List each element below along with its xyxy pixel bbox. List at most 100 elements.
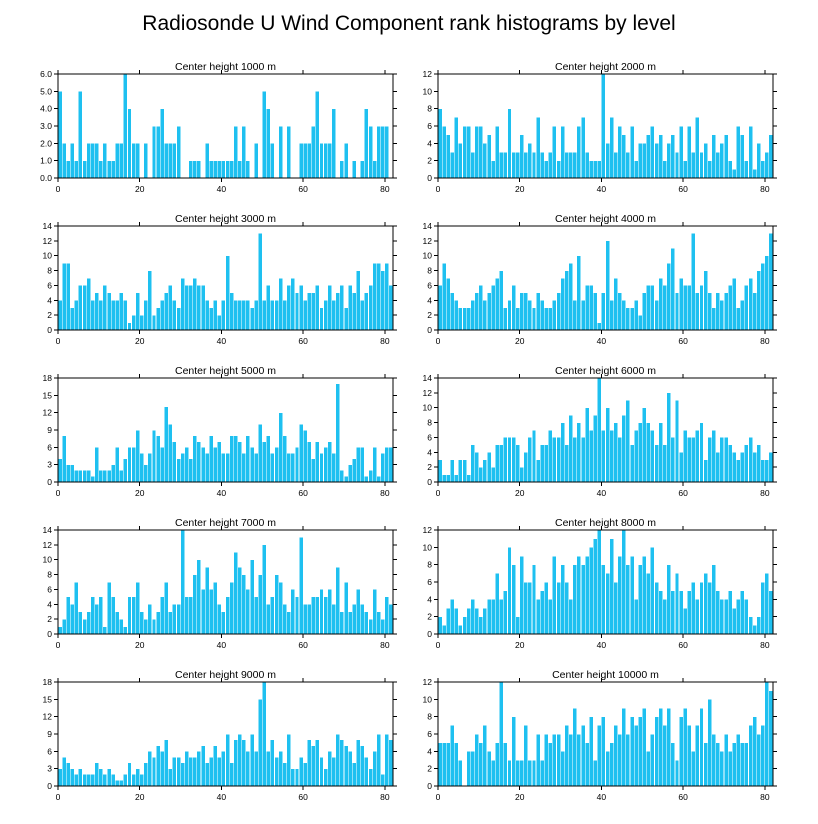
histogram-bar [617, 292, 623, 331]
histogram-bar [241, 299, 247, 331]
panel-title: Center height 10000 m [552, 669, 659, 681]
histogram-bar [172, 299, 177, 331]
histogram-bar [233, 551, 239, 635]
x-tick-label: 0 [436, 640, 441, 650]
histogram-bar [560, 564, 565, 635]
histogram-bar [637, 564, 643, 635]
histogram-bar [57, 91, 63, 179]
histogram-bar [441, 262, 447, 331]
histogram-bar [486, 451, 492, 483]
histogram-bar [470, 151, 476, 179]
histogram-bar [184, 285, 190, 331]
histogram-bar [686, 590, 692, 635]
histogram-bar [445, 277, 451, 331]
histogram-bar [625, 399, 631, 483]
histogram-bar [94, 143, 100, 179]
histogram-bar [225, 160, 230, 179]
histogram-bar [588, 716, 594, 787]
x-tick-label: 0 [436, 184, 441, 194]
histogram-bar [621, 707, 627, 787]
histogram-bar [707, 292, 713, 331]
x-tick-label: 80 [380, 792, 390, 802]
histogram-bar [519, 555, 525, 635]
histogram-bar [355, 589, 361, 635]
y-tick-label: 6.0 [40, 69, 52, 79]
histogram-bar [155, 307, 161, 331]
histogram-bar [245, 589, 251, 635]
y-tick-label: 10 [423, 694, 433, 704]
histogram-bar [282, 435, 288, 483]
histogram-bar [592, 759, 598, 787]
histogram-bar [245, 435, 251, 483]
histogram-bar [695, 292, 700, 331]
histogram-bar [123, 299, 128, 331]
histogram-bar [123, 458, 128, 483]
histogram-bar [466, 751, 471, 787]
y-tick-label: 1.0 [40, 156, 52, 166]
histogram-bar [298, 285, 304, 331]
histogram-bar [188, 160, 194, 179]
x-tick-label: 0 [56, 336, 61, 346]
histogram-bar [151, 429, 157, 483]
histogram-bar [466, 607, 471, 635]
histogram-bar [462, 616, 467, 635]
histogram-bar [494, 125, 500, 179]
histogram-bar [384, 447, 390, 483]
histogram-bar [57, 299, 63, 331]
histogram-bar [556, 160, 561, 179]
y-tick-label: 10 [423, 403, 433, 413]
histogram-bar [94, 762, 100, 787]
histogram-bar [208, 160, 214, 179]
histogram-bar [552, 125, 557, 179]
histogram-bar [74, 470, 79, 483]
histogram-bar [740, 299, 745, 331]
histogram-bar [597, 725, 602, 787]
x-tick-label: 40 [597, 792, 607, 802]
x-tick-label: 0 [56, 640, 61, 650]
histogram-bar [519, 292, 525, 331]
histogram-bar [368, 470, 373, 483]
y-tick-label: 12 [43, 408, 53, 418]
x-tick-label: 40 [597, 488, 607, 498]
histogram-bar [458, 759, 463, 787]
histogram-bar [364, 475, 369, 483]
histogram-bar [331, 299, 337, 331]
histogram-bar [727, 751, 733, 787]
histogram-bar [172, 603, 177, 635]
histogram-bar [78, 91, 83, 179]
histogram-bar [229, 581, 234, 635]
histogram-bar [768, 451, 774, 483]
histogram-bar [225, 733, 230, 787]
histogram-bar [650, 285, 655, 331]
histogram-bar [176, 307, 181, 331]
y-tick-label: 9 [47, 425, 52, 435]
histogram-bar [564, 270, 570, 331]
histogram-bar [278, 581, 283, 635]
histogram-bar [351, 603, 357, 635]
histogram-bar [217, 756, 222, 787]
histogram-bar [237, 733, 243, 787]
histogram-bar [114, 299, 120, 331]
histogram-bar [740, 590, 745, 635]
histogram-bar [609, 117, 614, 179]
histogram-bar [376, 125, 382, 179]
histogram-bar [572, 151, 578, 179]
histogram-bar [65, 160, 71, 179]
histogram-panel: Center height 10000 m 0 2 4 6 8 10 12 0 20 40 60 80 [423, 669, 777, 802]
histogram-bar [548, 307, 553, 331]
histogram-bar [266, 603, 271, 635]
y-tick-label: 4 [47, 295, 52, 305]
y-tick-label: 5.0 [40, 86, 52, 96]
histogram-bar [527, 759, 533, 787]
histogram-bar [490, 759, 496, 787]
histogram-bar [686, 125, 692, 179]
histogram-bar [94, 292, 100, 331]
y-tick-label: 14 [43, 525, 53, 535]
histogram-bar [151, 314, 157, 331]
histogram-bar [621, 134, 627, 179]
histogram-bar [731, 169, 737, 179]
histogram-bar [261, 299, 267, 331]
histogram-bar [511, 151, 516, 179]
histogram-bar [527, 581, 533, 635]
y-tick-label: 12 [423, 388, 433, 398]
